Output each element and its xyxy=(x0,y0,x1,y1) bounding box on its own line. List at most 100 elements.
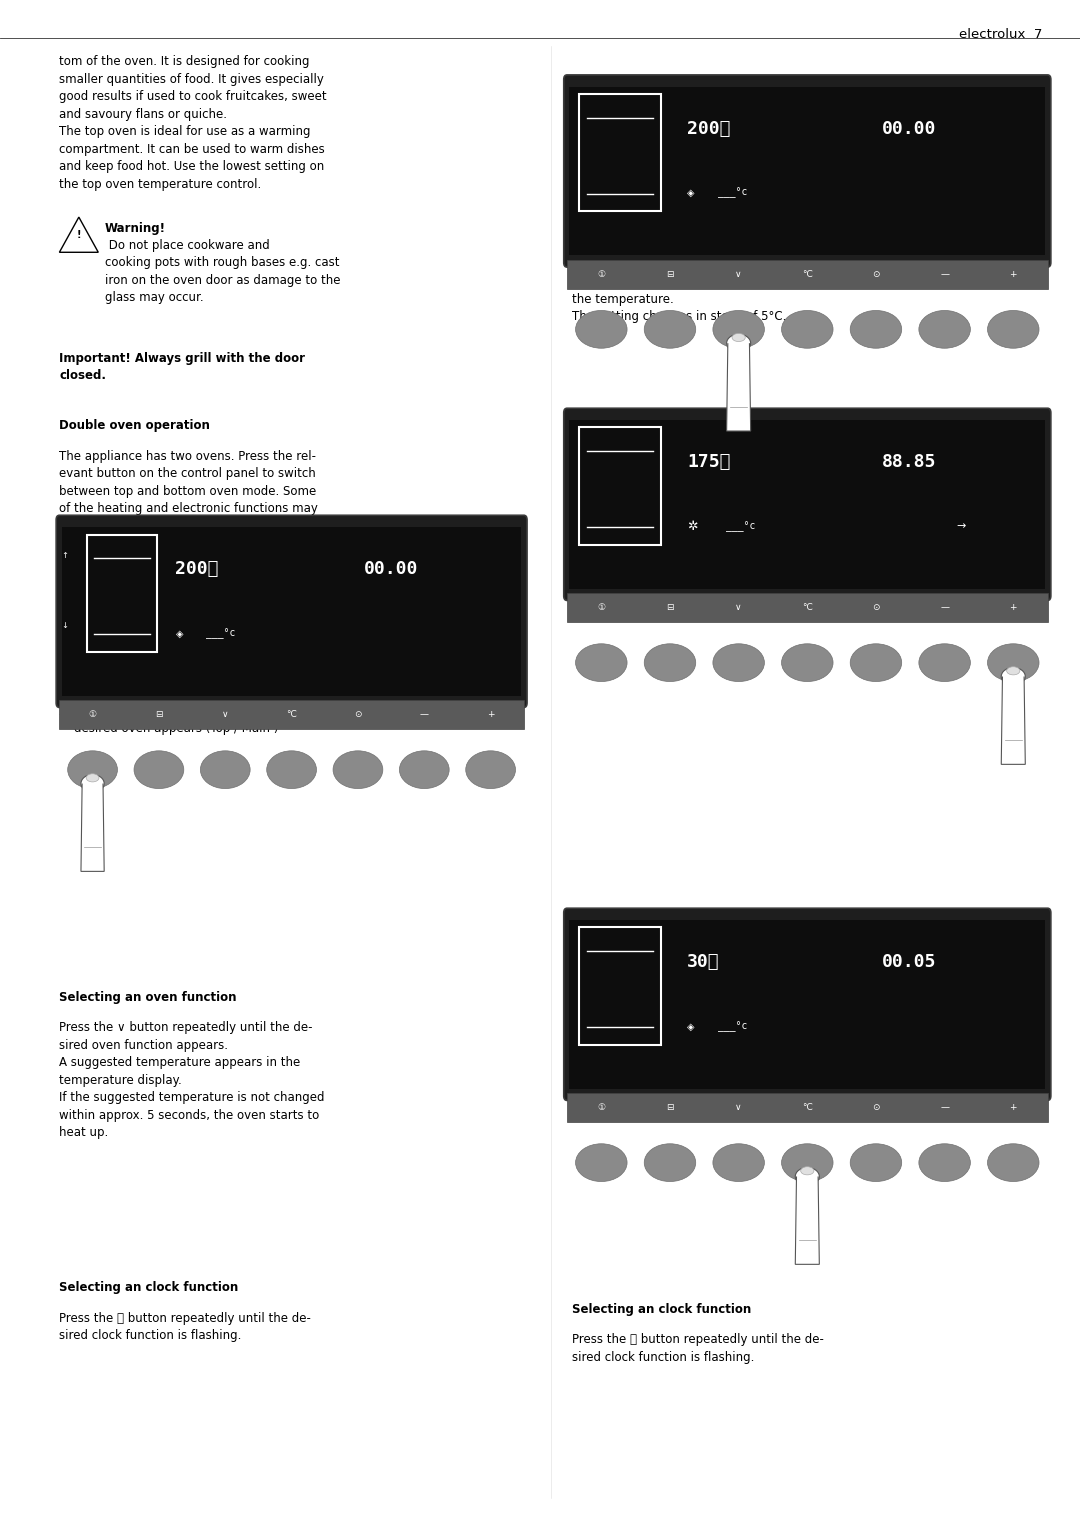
Text: electrolux  7: electrolux 7 xyxy=(959,28,1042,41)
Text: Important! Always grill with the door
closed.: Important! Always grill with the door cl… xyxy=(59,352,306,382)
Text: i: i xyxy=(581,173,585,182)
Ellipse shape xyxy=(732,333,745,341)
Ellipse shape xyxy=(713,1144,765,1182)
Ellipse shape xyxy=(850,644,902,682)
Text: ⊙: ⊙ xyxy=(873,1102,880,1112)
Text: 1.  Switch on the appliance using the On/Off
    ⓘ button.
2.  Press the ⬜ butto: 1. Switch on the appliance using the On/… xyxy=(59,670,321,735)
Text: +: + xyxy=(487,709,495,719)
Text: Checking the temperature: Checking the temperature xyxy=(572,991,747,1005)
Text: ⊟: ⊟ xyxy=(666,1102,674,1112)
Text: Changing the oven temperature: Changing the oven temperature xyxy=(572,245,785,258)
Bar xyxy=(567,593,1048,622)
Text: ___°c: ___°c xyxy=(726,521,755,532)
Ellipse shape xyxy=(400,751,449,789)
Ellipse shape xyxy=(782,310,833,349)
Text: Press the + or — button, to raise or lower
the temperature.
The setting changes : Press the + or — button, to raise or low… xyxy=(572,275,819,323)
Text: ✲: ✲ xyxy=(687,520,698,532)
Text: ①: ① xyxy=(597,269,606,278)
Text: —: — xyxy=(940,602,949,612)
Text: °C: °C xyxy=(802,1102,812,1112)
Text: The appliance has two ovens. Press the rel-
evant button on the control panel to: The appliance has two ovens. Press the r… xyxy=(59,450,335,567)
Text: ⊙: ⊙ xyxy=(873,269,880,278)
PathPatch shape xyxy=(81,783,104,872)
Bar xyxy=(567,260,1048,289)
Ellipse shape xyxy=(795,1168,820,1185)
Text: →: → xyxy=(957,521,966,531)
Text: ①: ① xyxy=(597,1102,606,1112)
Text: —: — xyxy=(940,269,949,278)
Text: 00.05: 00.05 xyxy=(881,953,936,971)
Text: ∨: ∨ xyxy=(735,602,742,612)
Ellipse shape xyxy=(465,751,515,789)
Bar xyxy=(572,159,594,193)
Text: —: — xyxy=(420,709,429,719)
Ellipse shape xyxy=(727,335,751,352)
Bar xyxy=(62,528,522,696)
Text: 88.85: 88.85 xyxy=(881,453,936,471)
Text: Do not place cookware and
cooking pots with rough bases e.g. cast
iron on the ov: Do not place cookware and cooking pots w… xyxy=(105,239,340,304)
Text: ◈: ◈ xyxy=(687,1021,694,1031)
Ellipse shape xyxy=(68,751,118,789)
Text: ◈: ◈ xyxy=(175,628,183,638)
PathPatch shape xyxy=(795,1176,820,1264)
Text: °C: °C xyxy=(286,709,297,719)
Text: Press the Temperature check ºC button.
The current oven temperature appears in t: Press the Temperature check ºC button. T… xyxy=(572,1021,841,1069)
Bar xyxy=(569,87,1045,255)
FancyBboxPatch shape xyxy=(564,75,1051,268)
Ellipse shape xyxy=(333,751,382,789)
Text: ⊟: ⊟ xyxy=(666,269,674,278)
Text: Selecting an clock function: Selecting an clock function xyxy=(59,1281,239,1295)
Text: Press the ⓘ button repeatedly until the de-
sired clock function is flashing.: Press the ⓘ button repeatedly until the … xyxy=(572,1333,824,1364)
Text: ⊙: ⊙ xyxy=(354,709,362,719)
Ellipse shape xyxy=(1001,668,1025,685)
FancyBboxPatch shape xyxy=(564,908,1051,1101)
Text: ⊟: ⊟ xyxy=(156,709,163,719)
Ellipse shape xyxy=(919,1144,970,1182)
Ellipse shape xyxy=(1007,667,1020,674)
Text: °C: °C xyxy=(802,269,812,278)
FancyBboxPatch shape xyxy=(56,515,527,708)
Text: ◈: ◈ xyxy=(687,188,694,197)
Ellipse shape xyxy=(645,1144,696,1182)
Text: 30℃: 30℃ xyxy=(687,953,719,971)
Ellipse shape xyxy=(800,1167,814,1174)
Text: +: + xyxy=(1010,1102,1017,1112)
Text: ∨: ∨ xyxy=(735,1102,742,1112)
Text: Selecting an oven function: Selecting an oven function xyxy=(59,991,237,1005)
Bar xyxy=(579,95,661,211)
Ellipse shape xyxy=(267,751,316,789)
Ellipse shape xyxy=(576,644,627,682)
Ellipse shape xyxy=(987,310,1039,349)
Text: 00.00: 00.00 xyxy=(364,560,418,578)
Text: tom of the oven. It is designed for cooking
smaller quantities of food. It gives: tom of the oven. It is designed for cook… xyxy=(59,55,327,191)
Bar xyxy=(59,700,524,729)
Ellipse shape xyxy=(86,774,99,781)
FancyBboxPatch shape xyxy=(564,408,1051,601)
Ellipse shape xyxy=(576,310,627,349)
Text: —: — xyxy=(940,1102,949,1112)
Ellipse shape xyxy=(645,310,696,349)
Ellipse shape xyxy=(134,751,184,789)
Text: Selecting an clock function: Selecting an clock function xyxy=(572,1303,752,1316)
Ellipse shape xyxy=(576,1144,627,1182)
Text: Warning!: Warning! xyxy=(105,222,165,235)
Ellipse shape xyxy=(81,775,104,792)
Text: +: + xyxy=(1010,269,1017,278)
Text: ①: ① xyxy=(597,602,606,612)
Text: !: ! xyxy=(77,231,81,240)
Text: +: + xyxy=(1010,602,1017,612)
Ellipse shape xyxy=(850,310,902,349)
Text: 200℃: 200℃ xyxy=(175,560,219,578)
Text: ∨: ∨ xyxy=(222,709,229,719)
Text: The oven function can be changed while
the oven is working.: The oven function can be changed while t… xyxy=(602,162,841,193)
Text: 200℃: 200℃ xyxy=(687,119,731,138)
PathPatch shape xyxy=(727,342,751,431)
Bar xyxy=(569,420,1045,589)
Ellipse shape xyxy=(713,310,765,349)
Text: 175℃: 175℃ xyxy=(687,453,731,471)
PathPatch shape xyxy=(1001,676,1025,764)
Text: Double oven operation: Double oven operation xyxy=(59,419,211,433)
Text: ↓: ↓ xyxy=(62,621,69,630)
Bar xyxy=(87,535,157,651)
Text: Selecting an oven: Selecting an oven xyxy=(59,639,178,653)
